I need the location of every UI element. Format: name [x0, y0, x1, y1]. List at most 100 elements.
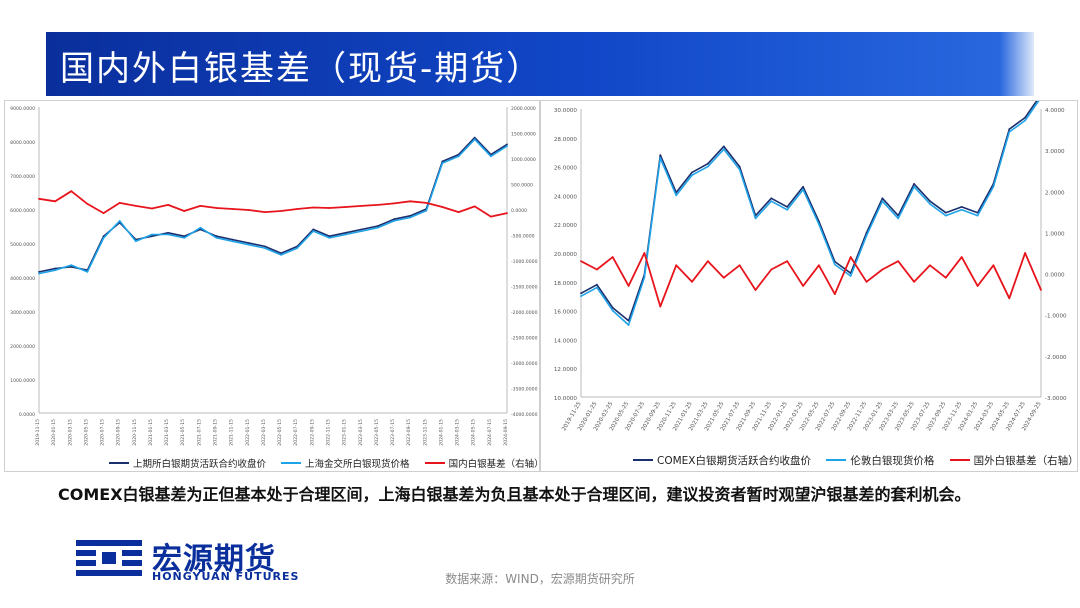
data-point	[897, 217, 900, 220]
legend-swatch	[109, 462, 129, 464]
y-right-tick-label: -500.0000	[511, 234, 535, 240]
title-bar: 国内外白银基差（现货-期货）	[46, 32, 1040, 96]
data-point	[409, 200, 412, 203]
data-point	[707, 165, 709, 168]
chart2-legend: COMEX白银期货活跃合约收盘价 伦敦白银现货价格 国外白银基差（右轴）	[633, 452, 1080, 468]
data-point	[247, 209, 250, 211]
y-left-tick-label: 0.0000	[19, 412, 35, 418]
data-point	[247, 242, 250, 244]
data-point	[913, 185, 915, 188]
legend-swatch	[826, 459, 847, 461]
data-point	[786, 208, 789, 211]
legend-item: 国内白银基差（右轴）	[424, 456, 544, 470]
data-point	[70, 265, 73, 268]
y-right-tick-label: -1000.0000	[511, 259, 538, 265]
data-point	[596, 283, 598, 286]
x-tick-label: 2022-03-15	[261, 419, 267, 446]
data-point	[183, 235, 186, 238]
x-tick-label: 2022-11-15	[325, 419, 331, 446]
data-point	[118, 202, 121, 204]
data-point	[691, 174, 693, 177]
data-point	[802, 285, 804, 287]
data-point	[580, 295, 582, 298]
data-point	[38, 271, 40, 273]
data-point	[1024, 119, 1026, 122]
data-point	[457, 211, 460, 213]
data-point	[580, 260, 582, 263]
data-point	[409, 214, 412, 217]
data-point	[151, 207, 153, 210]
y-left-tick-label: 28.0000	[554, 137, 578, 143]
y-left-tick-label: 7000.0000	[10, 174, 35, 180]
y-right-tick-label: 1500.0000	[511, 132, 536, 138]
data-point	[231, 208, 234, 210]
data-point	[38, 272, 40, 275]
x-tick-label: 2019-11-15	[35, 419, 41, 446]
data-point	[86, 203, 89, 205]
data-point	[393, 218, 395, 221]
data-point	[102, 212, 105, 214]
data-point	[215, 207, 218, 209]
data-point	[167, 204, 170, 206]
data-point	[738, 264, 741, 267]
legend-label: 国内白银基差（右轴）	[448, 459, 544, 470]
data-point	[627, 324, 630, 326]
y-right-tick-label: 1000.0000	[511, 157, 536, 163]
data-point	[102, 237, 105, 239]
data-point	[473, 205, 476, 208]
logo-text-cn: 宏源期货	[152, 542, 276, 577]
data-point	[409, 216, 412, 219]
data-point	[881, 197, 884, 200]
y-right-tick-label: -1.0000	[1045, 314, 1067, 320]
data-point	[296, 208, 299, 210]
y-left-tick-label: 24.0000	[554, 194, 578, 200]
data-point	[393, 220, 395, 222]
data-point	[312, 228, 315, 231]
data-point	[659, 157, 662, 159]
logo-mark-icon	[76, 540, 142, 576]
y-left-tick-label: 5000.0000	[10, 242, 35, 248]
data-point	[611, 309, 614, 312]
data-point	[312, 206, 315, 209]
data-point	[264, 247, 266, 250]
data-point	[377, 225, 379, 227]
y-right-tick-label: 0.0000	[511, 208, 527, 214]
data-point	[786, 260, 789, 263]
data-point	[506, 145, 508, 147]
data-point	[215, 235, 218, 238]
data-point	[70, 190, 73, 193]
data-point	[118, 220, 121, 222]
data-point	[786, 206, 789, 208]
data-point	[231, 240, 234, 243]
slide-title: 国内外白银基差（现货-期货）	[60, 49, 543, 89]
data-point	[1040, 289, 1042, 291]
data-point	[818, 223, 820, 226]
data-point	[770, 197, 773, 200]
data-point	[441, 162, 444, 164]
x-tick-label: 2023-01-15	[342, 419, 348, 446]
legend-label: 国外白银基差（右轴）	[973, 454, 1079, 467]
data-point	[360, 230, 363, 233]
data-point	[247, 243, 250, 246]
data-point	[707, 162, 709, 165]
x-tick-label: 2021-03-15	[164, 419, 170, 446]
data-point	[976, 214, 979, 217]
data-point	[659, 154, 662, 156]
x-tick-label: 2023-03-15	[358, 419, 364, 446]
data-point	[296, 247, 299, 250]
data-point	[441, 160, 444, 163]
data-point	[1008, 131, 1011, 133]
data-point	[1024, 116, 1026, 119]
y-right-tick-label: 2.0000	[1045, 190, 1065, 196]
data-point	[506, 212, 508, 214]
y-right-tick-label: 500.0000	[511, 183, 533, 189]
data-point	[738, 165, 741, 168]
legend-item: 上期所白银期货活跃合约收盘价	[109, 456, 266, 470]
data-point	[280, 254, 282, 256]
data-point	[490, 215, 492, 218]
x-tick-label: 2024-09-15	[503, 419, 509, 446]
x-tick-label: 2022-05-15	[277, 419, 283, 446]
legend-item: 上海金交所白银现货价格	[281, 456, 410, 470]
data-point	[976, 285, 979, 287]
data-point	[1024, 252, 1026, 254]
